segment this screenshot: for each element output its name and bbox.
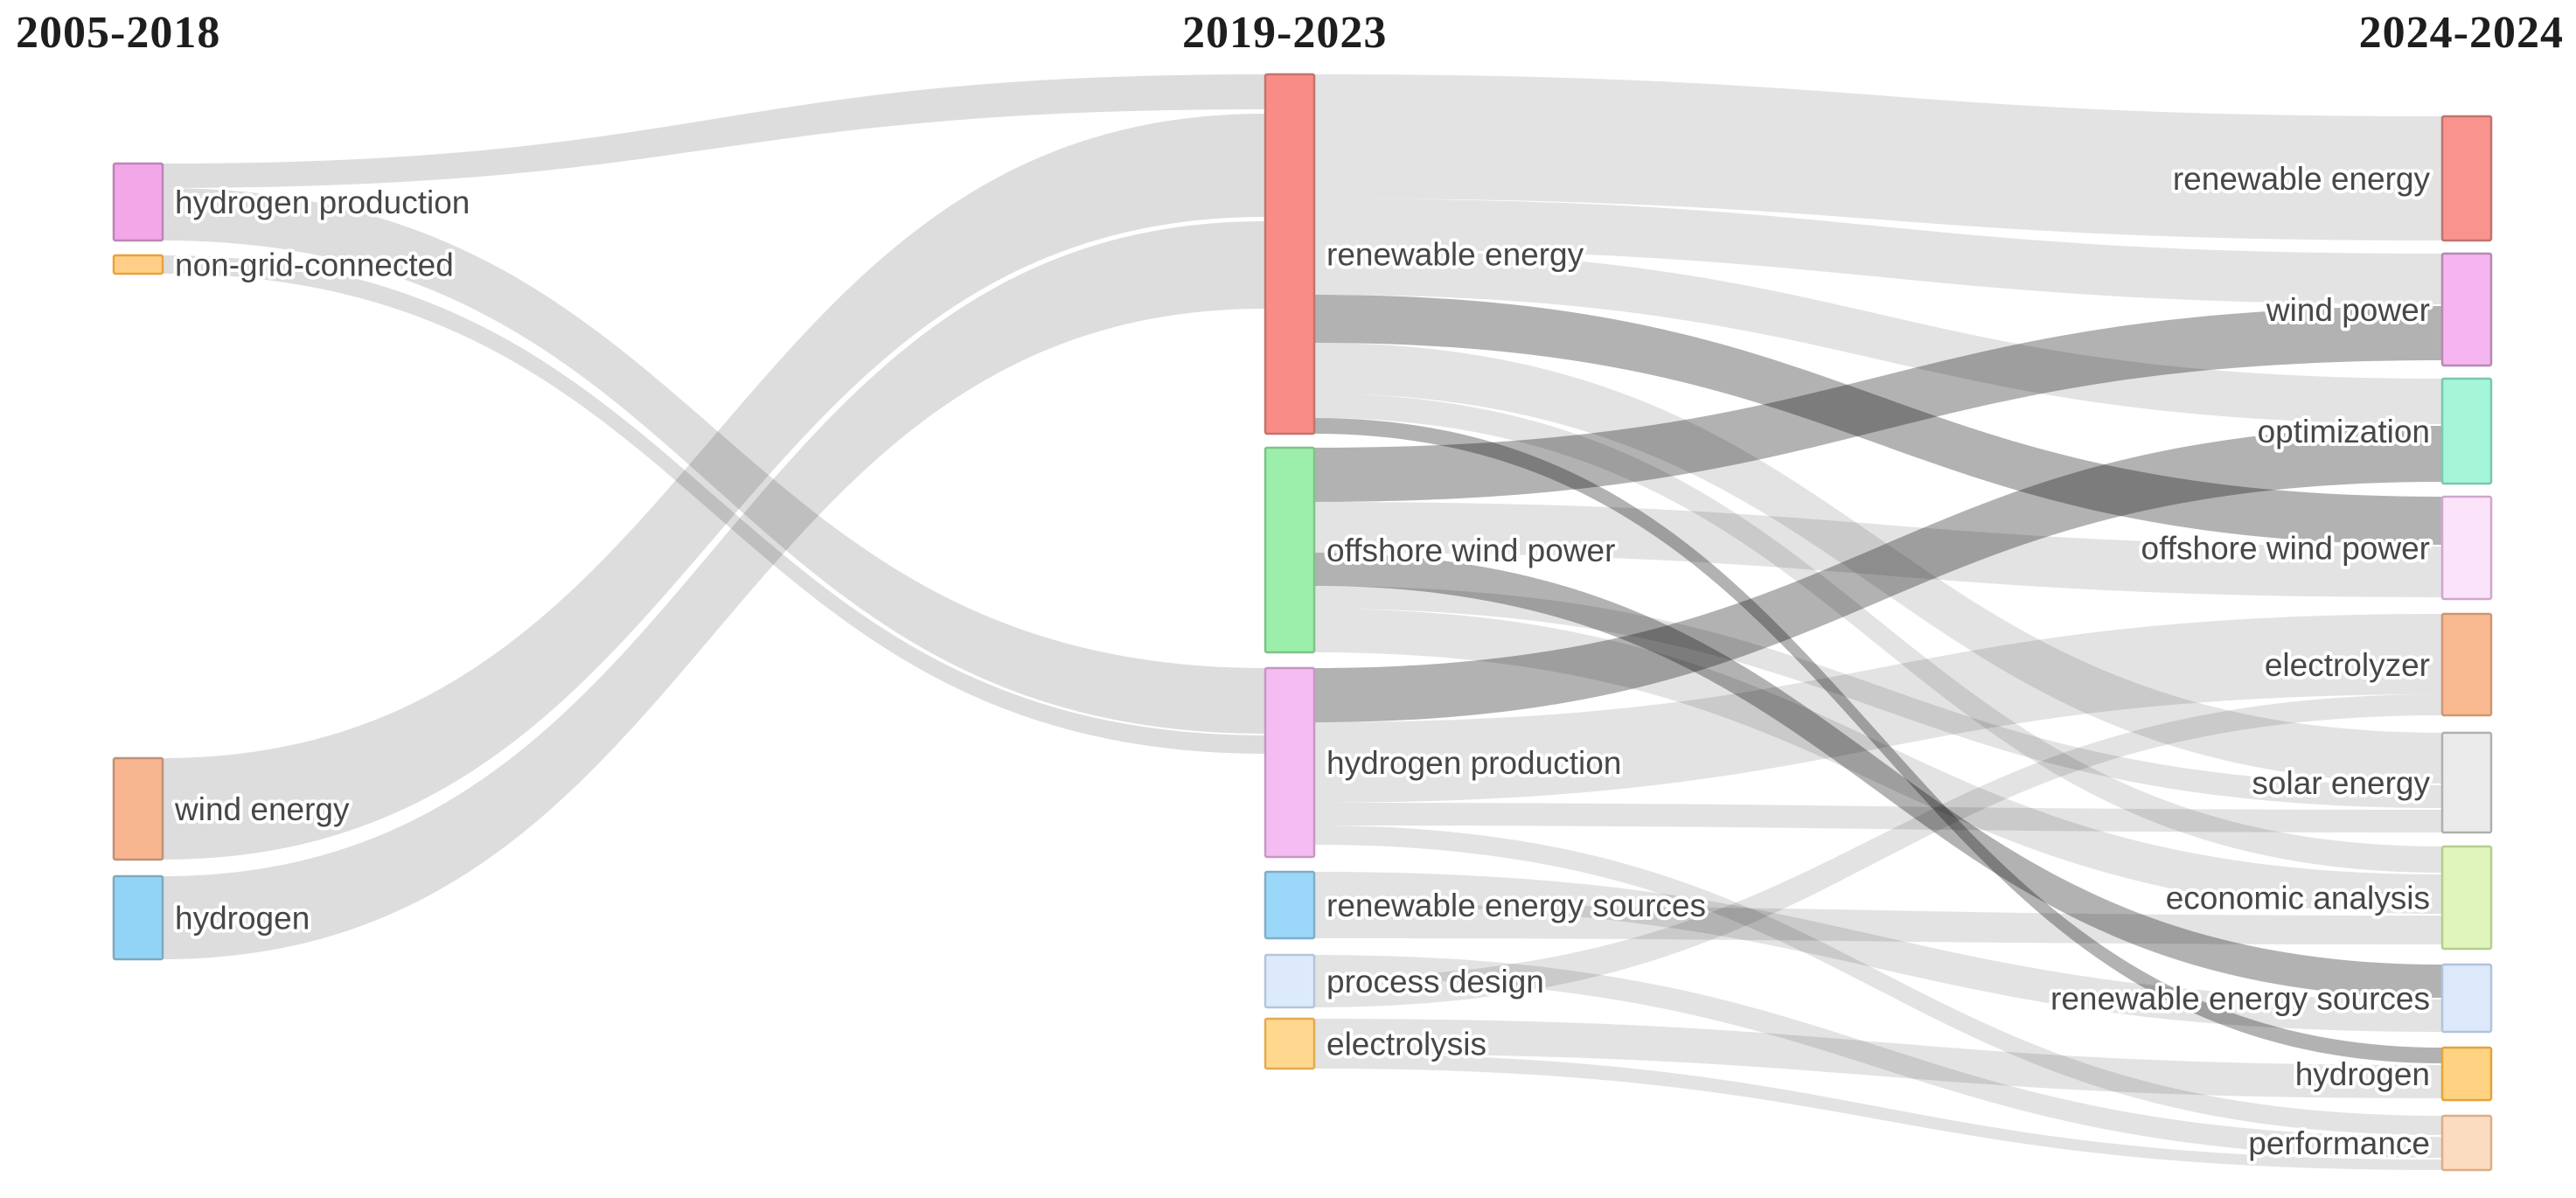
sankey-node-label-m-electrolysis: electrolysis — [1326, 1027, 1486, 1062]
sankey-node-label-m-renewable-energy-sources: renewable energy sources — [1326, 888, 1706, 923]
sankey-node-label-l-non-grid-connected: non-grid-connected — [175, 247, 454, 283]
sankey-node-label-r-solar-energy: solar energy — [2252, 765, 2430, 801]
sankey-node-label-r-wind-power: wind power — [2266, 292, 2430, 328]
sankey-node-r-solar-energy[interactable] — [2440, 731, 2493, 834]
period-title-2024-2024: 2024-2024 — [2358, 8, 2564, 58]
period-title-2005-2018: 2005-2018 — [16, 8, 221, 58]
sankey-link-m-process-design--r-electrolyzer — [1314, 694, 2442, 1007]
sankey-link-m-hydrogen-production--r-solar-energy — [1314, 803, 2442, 832]
sankey-link-m-hydrogen-production--r-optimization — [1314, 426, 2442, 722]
sankey-link-m-offshore-wind-power--r-renewable-energy-sources — [1314, 553, 2442, 998]
sankey-node-r-renewable-energy[interactable] — [2440, 115, 2493, 242]
sankey-link-l-hydrogen--m-renewable-energy — [163, 221, 1265, 959]
sankey-link-m-offshore-wind-power--r-offshore-wind-power — [1314, 502, 2442, 597]
sankey-link-m-renewable-energy-sources--r-economic-analysis — [1314, 905, 2442, 944]
sankey-node-r-offshore-wind-power[interactable] — [2440, 495, 2493, 601]
sankey-link-m-renewable-energy--r-renewable-energy — [1314, 74, 2442, 240]
sankey-node-label-l-hydrogen: hydrogen — [175, 901, 310, 937]
sankey-node-label-m-process-design: process design — [1326, 964, 1544, 999]
sankey-node-label-r-performance: performance — [2248, 1125, 2430, 1161]
sankey-link-l-wind-energy--m-renewable-energy — [163, 114, 1265, 860]
sankey-node-m-offshore-wind-power[interactable] — [1264, 446, 1316, 654]
sankey-link-m-renewable-energy--r-optimization — [1314, 249, 2442, 424]
sankey-link-m-renewable-energy--r-solar-energy — [1314, 343, 2442, 784]
sankey-link-m-renewable-energy-sources--r-renewable-energy-sources — [1314, 872, 2442, 1032]
period-title-2019-2023: 2019-2023 — [1182, 8, 1388, 58]
sankey-node-r-renewable-energy-sources[interactable] — [2440, 963, 2493, 1034]
sankey-node-r-optimization[interactable] — [2440, 377, 2493, 485]
sankey-node-label-l-wind-energy: wind energy — [174, 791, 350, 827]
sankey-link-m-hydrogen-production--r-performance — [1314, 825, 2442, 1135]
sankey-node-m-renewable-energy[interactable] — [1264, 73, 1316, 435]
sankey-node-label-r-offshore-wind-power: offshore wind power — [2141, 531, 2430, 567]
sankey-link-m-offshore-wind-power--r-wind-power — [1314, 306, 2442, 502]
sankey-link-m-electrolysis--r-performance — [1314, 1054, 2442, 1170]
sankey-node-r-electrolyzer[interactable] — [2440, 612, 2493, 717]
sankey-node-m-renewable-energy-sources[interactable] — [1264, 870, 1316, 940]
sankey-link-m-process-design--r-performance — [1314, 955, 2442, 1158]
sankey-link-m-offshore-wind-power--r-solar-energy — [1314, 586, 2442, 808]
sankey-node-l-hydrogen[interactable] — [112, 874, 164, 961]
sankey-node-m-hydrogen-production[interactable] — [1264, 666, 1316, 859]
sankey-node-r-hydrogen[interactable] — [2440, 1046, 2493, 1102]
sankey-node-l-non-grid-connected[interactable] — [112, 254, 164, 275]
sankey-node-label-m-renewable-energy: renewable energy — [1326, 237, 1584, 273]
sankey-node-label-r-hydrogen: hydrogen — [2295, 1056, 2430, 1092]
sankey-node-label-r-optimization: optimization — [2258, 414, 2430, 449]
sankey-node-m-electrolysis[interactable] — [1264, 1017, 1316, 1070]
sankey-node-label-m-hydrogen-production: hydrogen production — [1326, 745, 1621, 781]
sankey-link-l-hydrogen-production--m-renewable-energy — [163, 74, 1265, 188]
sankey-node-label-r-renewable-energy: renewable energy — [2173, 161, 2431, 197]
sankey-link-l-non-grid-connected--m-hydrogen-production — [163, 255, 1265, 754]
sankey-link-m-electrolysis--r-hydrogen — [1314, 1019, 2442, 1098]
sankey-link-m-hydrogen-production--r-electrolyzer — [1314, 614, 2442, 803]
sankey-node-label-r-renewable-energy-sources: renewable energy sources — [2050, 981, 2430, 1017]
sankey-link-m-renewable-energy--r-wind-power — [1314, 199, 2442, 304]
sankey-link-m-renewable-energy--r-hydrogen — [1314, 418, 2442, 1063]
sankey-node-l-hydrogen-production[interactable] — [112, 162, 164, 242]
sankey-node-label-r-economic-analysis: economic analysis — [2166, 881, 2430, 916]
sankey-node-r-wind-power[interactable] — [2440, 252, 2493, 367]
sankey-link-m-offshore-wind-power--r-economic-analysis — [1314, 609, 2442, 914]
sankey-node-label-r-electrolyzer: electrolyzer — [2265, 647, 2430, 683]
sankey-node-label-l-hydrogen-production: hydrogen production — [175, 185, 470, 220]
sankey-node-r-economic-analysis[interactable] — [2440, 845, 2493, 951]
sankey-node-label-m-offshore-wind-power: offshore wind power — [1326, 533, 1615, 568]
sankey-node-r-performance[interactable] — [2440, 1114, 2493, 1172]
sankey-link-m-renewable-energy--r-offshore-wind-power — [1314, 295, 2442, 545]
sankey-node-m-process-design[interactable] — [1264, 953, 1316, 1009]
sankey-link-l-hydrogen-production--m-hydrogen-production — [163, 188, 1265, 734]
sankey-node-l-wind-energy[interactable] — [112, 756, 164, 861]
sankey-link-m-renewable-energy--r-economic-analysis — [1314, 394, 2442, 873]
